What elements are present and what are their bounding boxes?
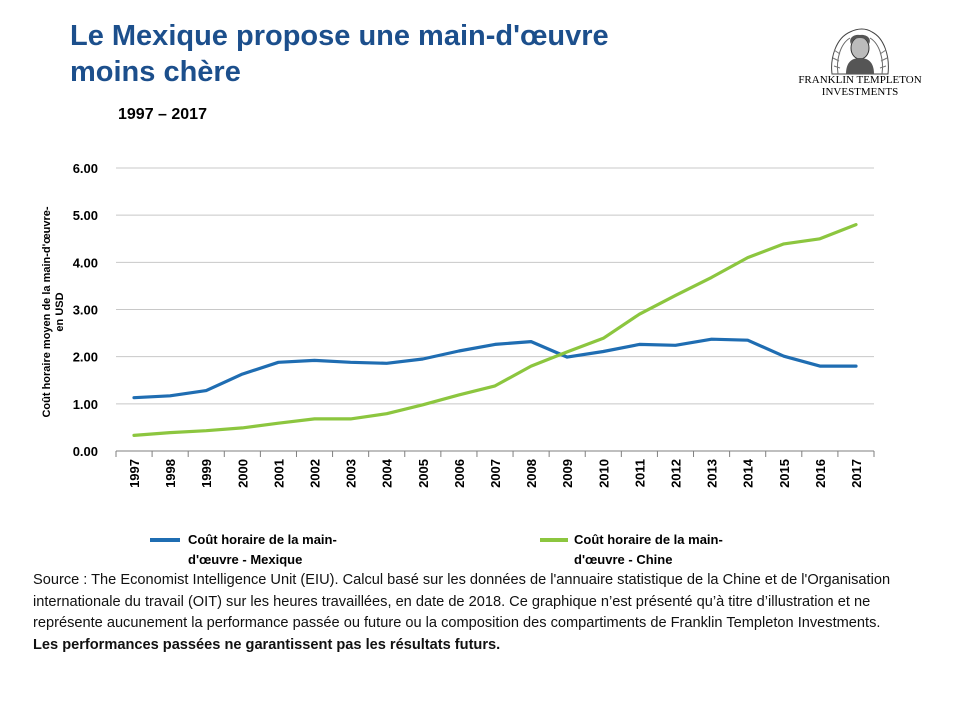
y-axis-title: Coût horaire moyen de la main-d'œuvre-en… (41, 206, 66, 417)
x-tick-label: 2012 (668, 459, 683, 488)
x-tick-label: 1999 (199, 459, 214, 488)
legend-label-chine: Coût horaire de la main- d'œuvre - Chine (574, 532, 723, 567)
x-tick-label: 2011 (632, 459, 647, 487)
y-tick-label: 3.00 (73, 303, 98, 318)
x-tick-label: 2006 (452, 459, 467, 488)
legend-label-mexique: Coût horaire de la main- d'œuvre - Mexiq… (188, 532, 337, 567)
x-tick-label: 2007 (488, 459, 503, 488)
y-tick-label: 6.00 (73, 161, 98, 176)
x-tick-label: 2000 (235, 459, 250, 488)
disclaimer-text: Les performances passées ne garantissent… (33, 636, 501, 653)
period-label: 1997 – 2017 (118, 106, 207, 123)
legend-swatch-mexique (150, 538, 180, 542)
legend-swatch-chine (540, 538, 568, 542)
title-line-1: Le Mexique propose une main-d'œuvre (70, 20, 609, 52)
x-tick-label: 2016 (813, 459, 828, 488)
series-line-chine (132, 223, 858, 437)
x-tick-label: 2015 (777, 459, 792, 488)
x-tick-label: 1998 (163, 459, 178, 488)
y-tick-label: 1.00 (73, 397, 98, 412)
x-tick-label: 2001 (271, 459, 286, 488)
x-tick-label: 2014 (741, 458, 756, 488)
x-tick-label: 2013 (705, 459, 720, 488)
franklin-portrait-logo-icon (831, 28, 889, 75)
x-tick-label: 2005 (416, 459, 431, 488)
series-line-mexique (132, 337, 858, 400)
x-tick-label: 2009 (560, 459, 575, 488)
x-tick-label: 2003 (344, 459, 359, 488)
page-title: Le Mexique propose une main-d'œuvre moin… (70, 18, 710, 90)
x-tick-label: 1997 (127, 459, 142, 488)
source-note: Source : The Economist Intelligence Unit… (33, 570, 903, 656)
x-tick-label: 2010 (596, 459, 611, 488)
x-tick-label: 2017 (849, 459, 864, 488)
x-tick-label: 2008 (524, 459, 539, 488)
y-tick-label: 4.00 (73, 255, 98, 270)
x-tick-label: 2002 (308, 459, 323, 488)
x-tick-label: 2004 (380, 458, 395, 488)
logo-line-2: INVESTMENTS (821, 86, 899, 98)
company-logo-text: FRANKLIN TEMPLETON INVESTMENTS (780, 74, 940, 98)
line-chart: 0.00 1.00 2.00 3.00 4.00 5.00 6.00 1997 1998 1999… (41, 161, 875, 488)
y-tick-label: 0.00 (73, 444, 98, 459)
y-tick-label: 5.00 (73, 208, 98, 223)
logo-line-1: FRANKLIN TEMPLETON (798, 74, 922, 86)
title-line-2: moins chère (70, 56, 241, 88)
source-text: Source : The Economist Intelligence Unit… (33, 572, 891, 631)
y-tick-label: 2.00 (73, 350, 98, 365)
